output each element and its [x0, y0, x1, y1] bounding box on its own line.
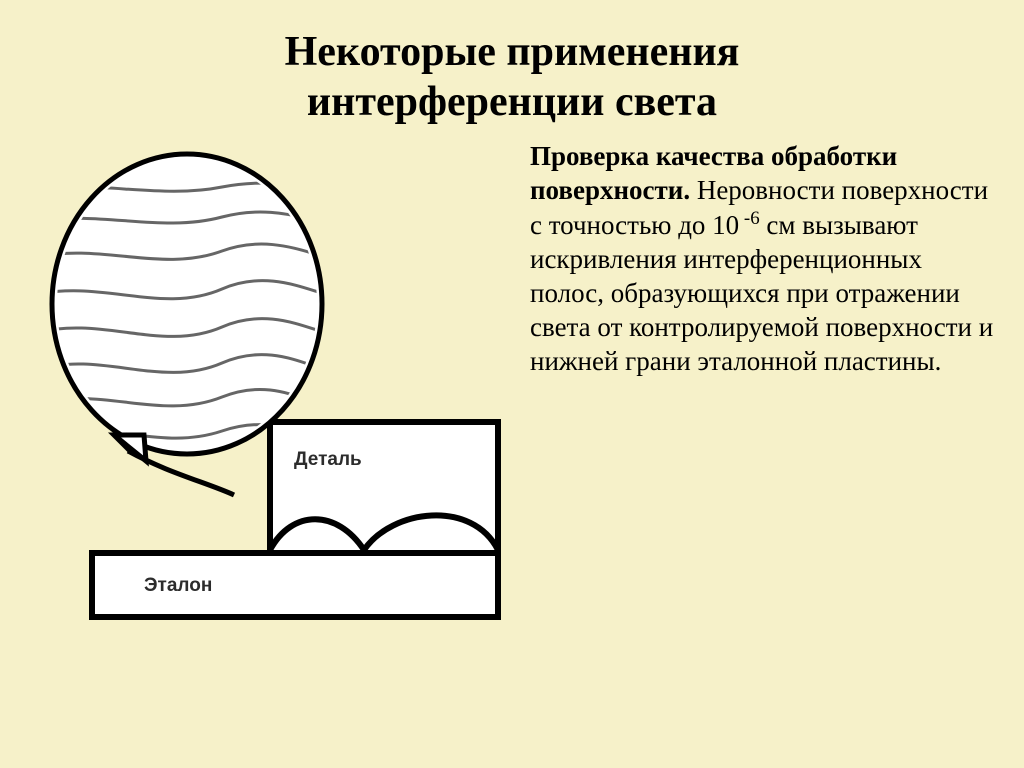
- detail-block: [270, 422, 498, 550]
- title-line-1: Некоторые применения: [0, 28, 1024, 78]
- label-etalon: Эталон: [140, 573, 216, 599]
- fringes-circle: [34, 154, 350, 454]
- body-exp: -6: [739, 208, 759, 229]
- content-row: Деталь Эталон Проверка качества обработк…: [0, 127, 1024, 768]
- title-line-2: интерференции света: [0, 78, 1024, 128]
- diagram-container: Деталь Эталон: [12, 139, 520, 659]
- page-title: Некоторые применения интерференции света: [0, 0, 1024, 127]
- text-column: Проверка качества обработки поверхности.…: [520, 139, 1000, 768]
- label-detail: Деталь: [290, 447, 366, 473]
- diagram-svg: [12, 139, 520, 659]
